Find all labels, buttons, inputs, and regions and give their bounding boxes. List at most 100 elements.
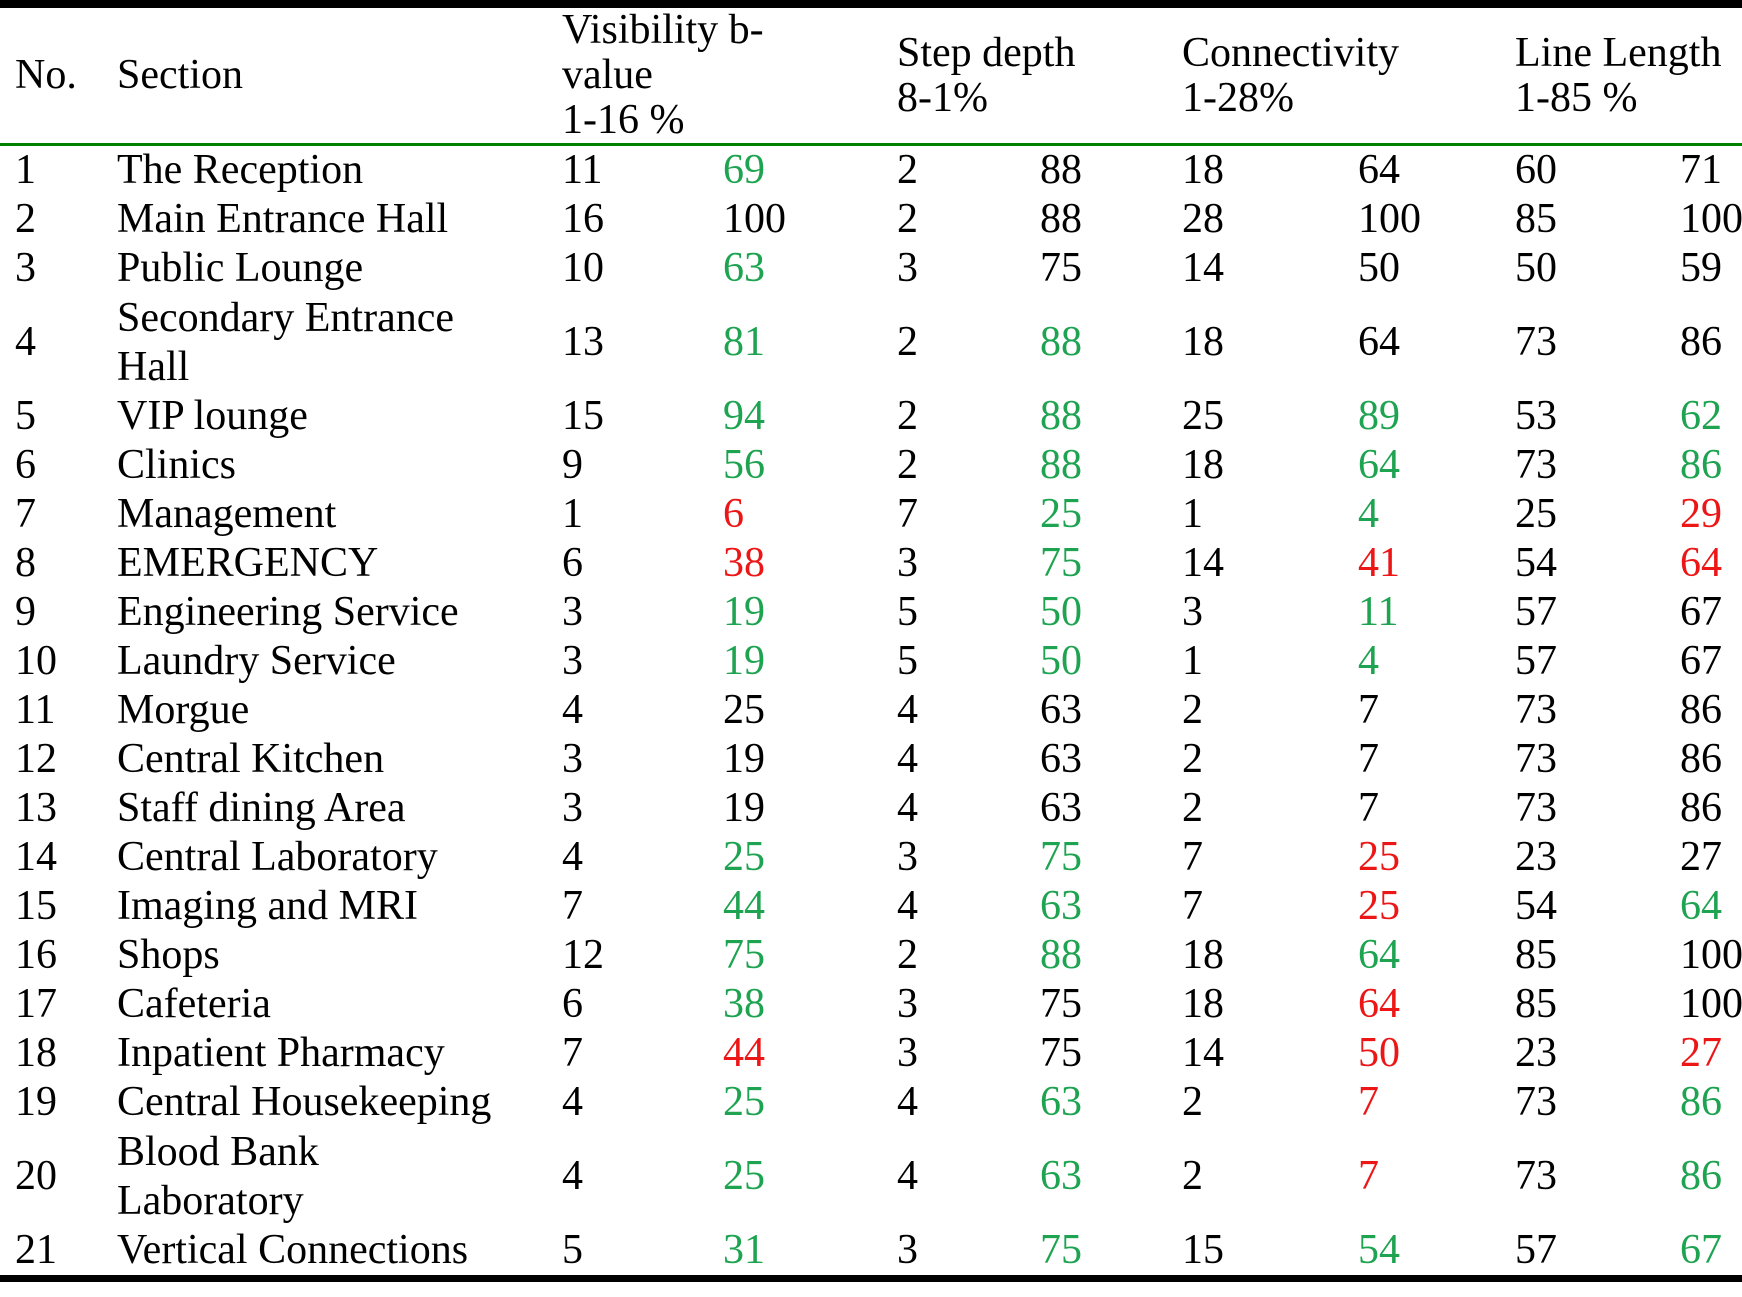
step-depth-percent: 63	[1040, 1153, 1082, 1199]
step-depth-value: 5	[897, 638, 918, 684]
visibility-value: 9	[562, 442, 583, 488]
row-number: 12	[15, 736, 57, 782]
table-row: 11 Morgue 4 25 4 63 2 7 73 86	[0, 686, 1742, 735]
connectivity-percent: 25	[1358, 883, 1401, 929]
connectivity-value: 7	[1182, 883, 1204, 929]
line-length-value: 50	[1515, 245, 1558, 291]
connectivity-percent: 41	[1358, 540, 1401, 586]
line-length-percent: 86	[1680, 1153, 1723, 1199]
line-length-percent: 64	[1680, 883, 1723, 929]
row-number: 9	[15, 589, 36, 635]
table-row: 6 Clinics 9 56 2 88 18 64 73 86	[0, 441, 1742, 490]
connectivity-percent: 64	[1358, 932, 1401, 978]
visibility-percent: 6	[723, 491, 744, 537]
row-number: 17	[15, 981, 57, 1027]
step-depth-percent: 88	[1040, 442, 1082, 488]
visibility-value: 5	[562, 1227, 583, 1273]
line-length-value: 73	[1515, 1079, 1558, 1125]
line-length-percent: 29	[1680, 491, 1723, 537]
connectivity-percent: 4	[1358, 491, 1380, 537]
step-depth-percent: 88	[1040, 319, 1082, 365]
visibility-value: 13	[562, 319, 604, 365]
connectivity-percent: 7	[1358, 687, 1380, 733]
step-depth-value: 4	[897, 1079, 918, 1125]
visibility-percent: 19	[723, 785, 765, 831]
step-depth-value: 3	[897, 245, 918, 291]
step-depth-value: 2	[897, 442, 918, 488]
line-length-value: 73	[1515, 785, 1558, 831]
step-depth-value: 4	[897, 736, 918, 782]
line-length-percent: 27	[1680, 1030, 1723, 1076]
visibility-percent: 69	[723, 147, 765, 193]
line-length-percent: 86	[1680, 785, 1723, 831]
section-name: Blood Bank Laboratory	[117, 1128, 319, 1224]
table-row: 10 Laundry Service 3 19 5 50 1 4 57 67	[0, 637, 1742, 686]
connectivity-value: 14	[1182, 540, 1225, 586]
row-number: 5	[15, 393, 36, 439]
visibility-value: 3	[562, 589, 583, 635]
line-length-value: 73	[1515, 319, 1558, 365]
visibility-percent: 38	[723, 981, 765, 1027]
header-row: No. Section Visibility b- value 1-16 % S…	[0, 4, 1742, 146]
section-name: Laundry Service	[117, 638, 396, 684]
connectivity-value: 1	[1182, 638, 1204, 684]
step-depth-percent: 88	[1040, 393, 1082, 439]
line-length-percent: 100	[1680, 932, 1742, 978]
line-length-value: 73	[1515, 442, 1558, 488]
section-name: Engineering Service	[117, 589, 459, 635]
visibility-percent: 25	[723, 687, 765, 733]
visibility-percent: 25	[723, 1079, 765, 1125]
table-body: 1 The Reception 11 69 2 88 18 64 60 71 2 Main Entra…	[0, 145, 1742, 1279]
step-depth-value: 7	[897, 491, 918, 537]
step-depth-value: 3	[897, 1030, 918, 1076]
line-length-value: 85	[1515, 196, 1558, 242]
visibility-percent: 44	[723, 1030, 765, 1076]
row-number: 3	[15, 245, 36, 291]
visibility-value: 16	[562, 196, 604, 242]
row-number: 15	[15, 883, 57, 929]
connectivity-percent: 64	[1358, 442, 1401, 488]
step-depth-percent: 88	[1040, 147, 1082, 193]
step-depth-value: 3	[897, 1227, 918, 1273]
visibility-percent: 100	[723, 196, 786, 242]
section-name: Management	[117, 491, 337, 537]
connectivity-value: 18	[1182, 147, 1225, 193]
line-length-value: 73	[1515, 1153, 1558, 1199]
connectivity-value: 2	[1182, 1153, 1204, 1199]
row-number: 14	[15, 834, 57, 880]
section-name: Secondary Entrance Hall	[117, 294, 455, 390]
section-name: Cafeteria	[117, 981, 271, 1027]
step-depth-percent: 75	[1040, 245, 1082, 291]
step-depth-percent: 50	[1040, 638, 1082, 684]
table-row: 15 Imaging and MRI 7 44 4 63 7 25 54 64	[0, 882, 1742, 931]
col-header-step-depth-line1: Step depth	[897, 29, 1076, 76]
step-depth-percent: 75	[1040, 834, 1082, 880]
row-number: 6	[15, 442, 36, 488]
visibility-percent: 75	[723, 932, 765, 978]
visibility-percent: 63	[723, 245, 765, 291]
visibility-value: 7	[562, 1030, 583, 1076]
visibility-percent: 25	[723, 834, 765, 880]
line-length-percent: 59	[1680, 245, 1723, 291]
connectivity-value: 2	[1182, 1079, 1204, 1125]
line-length-percent: 64	[1680, 540, 1723, 586]
col-header-connectivity-range: 1-28%	[1182, 74, 1294, 121]
connectivity-value: 18	[1182, 319, 1225, 365]
col-header-connectivity: Connectivity 1-28%	[1182, 4, 1516, 146]
row-number: 4	[15, 319, 36, 365]
col-header-section-label: Section	[117, 52, 243, 98]
row-number: 2	[15, 196, 36, 242]
step-depth-value: 3	[897, 540, 918, 586]
line-length-percent: 86	[1680, 687, 1723, 733]
table-row: 21 Vertical Connections 5 31 3 75 15 54 57 67	[0, 1226, 1742, 1279]
row-number: 11	[15, 687, 56, 733]
visibility-value: 4	[562, 687, 583, 733]
connectivity-value: 7	[1182, 834, 1204, 880]
visibility-value: 4	[562, 1153, 583, 1199]
table-row: 5 VIP lounge 15 94 2 88 25 89 53 62	[0, 392, 1742, 441]
col-header-line-length: Line Length 1-85 %	[1515, 4, 1742, 146]
section-name: Shops	[117, 932, 220, 978]
row-number: 21	[15, 1227, 57, 1273]
visibility-percent: 56	[723, 442, 765, 488]
visibility-value: 4	[562, 1079, 583, 1125]
